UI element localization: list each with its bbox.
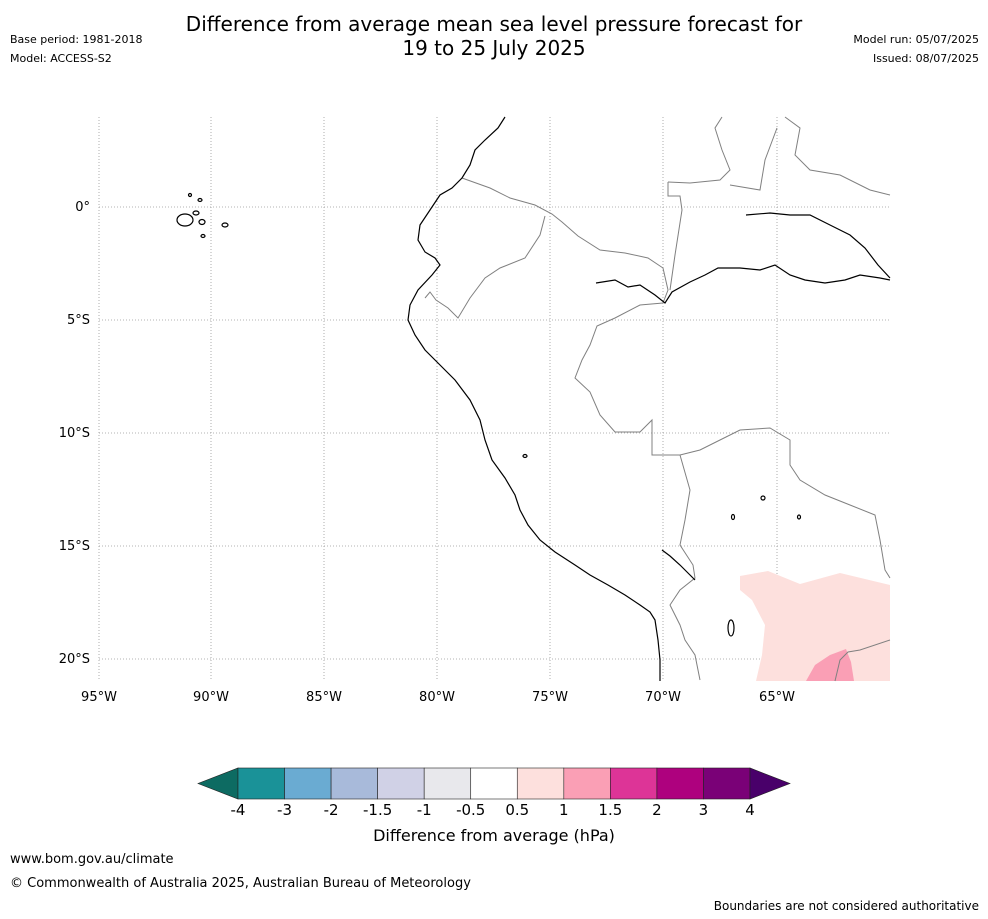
colorbar-tick-label: -4 (230, 801, 246, 819)
lon-label: 70°W (645, 690, 681, 705)
colorbar (197, 767, 791, 800)
colorbar-segment (563, 767, 611, 800)
lon-label: 80°W (419, 690, 455, 705)
anomaly-region-0.5-1 (740, 571, 890, 681)
lon-label: 90°W (193, 690, 229, 705)
colorbar-segment (703, 767, 751, 800)
coastlines (176, 116, 891, 681)
anomaly-region-1-1.5 (806, 649, 854, 681)
lat-label: 15°S (59, 539, 90, 554)
country-borders (424, 116, 891, 682)
colorbar-segment (423, 767, 472, 800)
colorbar-label: Difference from average (hPa) (373, 826, 615, 845)
colorbar-segment (237, 767, 285, 800)
colorbar-segment (516, 767, 565, 800)
colorbar-tick-label: -1 (416, 801, 432, 819)
latitude-labels: 0° 5°S 10°S 15°S 20°S (59, 200, 90, 667)
colorbar-tick-label: 0.5 (505, 801, 530, 819)
title-line-2: 19 to 25 July 2025 (402, 36, 586, 60)
colorbar-tick-label: 2 (652, 801, 662, 819)
colorbar-tick-label: -3 (277, 801, 293, 819)
website-url[interactable]: www.bom.gov.au/climate (10, 852, 174, 867)
colorbar-tick-label: 3 (698, 801, 709, 819)
colorbar-segment (377, 767, 425, 800)
issued-date: Issued: 08/07/2025 (872, 52, 979, 65)
lat-label: 5°S (67, 313, 90, 328)
colorbar-tick-label: 1.5 (598, 801, 623, 819)
colorbar-tick-label: -2 (323, 801, 339, 819)
chart-title: Difference from average mean sea level p… (0, 12, 988, 60)
longitude-labels: 95°W 90°W 85°W 80°W 75°W 70°W 65°W (81, 690, 795, 705)
disclaimer: Boundaries are not considered authoritat… (713, 899, 979, 913)
lat-label: 20°S (59, 652, 90, 667)
lat-label: 10°S (59, 426, 90, 441)
lon-label: 95°W (81, 690, 117, 705)
colorbar-tick-label: 1 (559, 801, 569, 819)
colorbar-segment (656, 767, 704, 800)
colorbar-segment (284, 767, 332, 800)
copyright: © Commonwealth of Australia 2025, Austra… (10, 876, 471, 891)
model-run: Model run: 05/07/2025 (853, 33, 979, 46)
map-grid (98, 117, 890, 681)
colorbar-tick-label: -1.5 (362, 801, 393, 819)
lon-label: 65°W (759, 690, 795, 705)
base-period: Base period: 1981-2018 (10, 33, 143, 46)
colorbar-segment (610, 767, 658, 800)
title-line-1: Difference from average mean sea level p… (185, 12, 803, 36)
colorbar-tick-label: -0.5 (456, 801, 486, 819)
lon-label: 75°W (532, 690, 568, 705)
lon-label: 85°W (306, 690, 342, 705)
model-name: Model: ACCESS-S2 (10, 52, 112, 65)
colorbar-segment (330, 767, 378, 800)
colorbar-arrow-high (749, 767, 791, 800)
colorbar-segment (470, 767, 518, 800)
colorbar-tick-label: 4 (745, 801, 755, 819)
colorbar-arrow-low (197, 767, 239, 800)
lat-label: 0° (75, 200, 90, 215)
